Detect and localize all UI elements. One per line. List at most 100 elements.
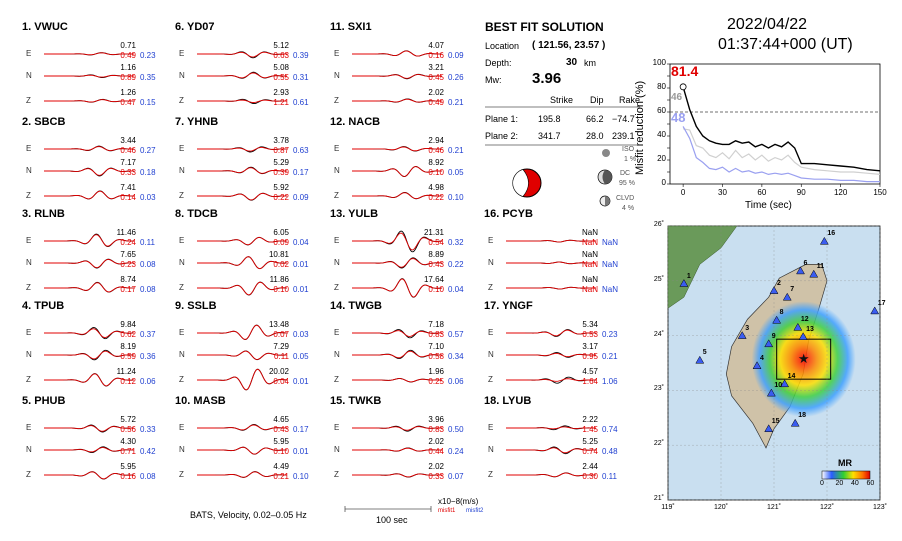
station-number: 5 (702, 349, 707, 357)
misfit1-value: 0.16 (120, 472, 136, 481)
plane1-dip: 66.2 (586, 114, 604, 124)
misfit2-value: 0.15 (140, 98, 156, 107)
event-time: 01:37:44+000 (UT) (718, 36, 853, 53)
synthetic-trace (44, 350, 135, 360)
component-label: E (179, 144, 185, 153)
misfit2-value: 0.10 (448, 193, 464, 202)
station-number: 1 (686, 272, 691, 280)
component-label: Z (488, 283, 493, 292)
misfit2-value: 0.37 (140, 330, 156, 339)
misfit1-value: 0.43 (428, 260, 444, 269)
iso-label: ISO (622, 146, 635, 153)
misfit1-value: 0.46 (428, 146, 444, 155)
amplitude-value: 3.96 (428, 415, 444, 424)
plane1-label: Plane 1: (485, 114, 519, 124)
amplitude-value: 5.29 (273, 158, 289, 167)
misfit1-value: 0.10 (428, 285, 444, 294)
misfit1-value: 0.17 (120, 285, 136, 294)
misfit2-value: 0.11 (140, 238, 155, 247)
annotation-best: 81.4 (671, 63, 699, 79)
misfit-heat-region (751, 301, 856, 418)
station-marker (752, 361, 762, 369)
map-y-tick: 22˚ (653, 440, 664, 448)
misfit1-value: 0.87 (273, 146, 289, 155)
clvd-value: 4 % (622, 205, 635, 212)
amplitude-value: 6.05 (273, 228, 289, 237)
col-strike: Strike (550, 95, 574, 105)
amplitude-value: 5.25 (582, 437, 598, 446)
station-number: 18 (798, 412, 806, 420)
chart-ylabel: Misfit reduction (%) (634, 80, 646, 175)
amplitude-value: 7.29 (273, 342, 289, 351)
station-marker (819, 236, 829, 245)
misfit2-value: NaN (602, 238, 619, 247)
misfit2-value: 0.03 (140, 193, 156, 202)
amplitude-value: 3.17 (582, 342, 598, 351)
map-x-tick: 122˚ (819, 504, 834, 511)
station-marker (782, 292, 792, 301)
colorbar-title: MR (838, 458, 852, 468)
station-marker (695, 355, 705, 364)
component-label: N (179, 71, 185, 80)
amplitude-value: NaN (581, 275, 598, 284)
station-number: 6 (803, 259, 808, 267)
amplitude-value: NaN (581, 228, 598, 237)
component-label: Z (488, 470, 493, 479)
synthetic-trace (197, 237, 288, 246)
synthetic-trace (44, 167, 135, 176)
misfit2-value: 0.06 (448, 377, 464, 386)
misfit1-value: 0.16 (428, 51, 444, 60)
component-label: N (179, 258, 185, 267)
component-label: Z (26, 283, 31, 292)
misfit2-value: 0.18 (140, 168, 156, 177)
amplitude-value: 4.65 (273, 415, 289, 424)
amplitude-value: 8.89 (428, 250, 444, 259)
misfit2-value: 0.10 (293, 472, 309, 481)
misfit1-value: 0.24 (120, 238, 136, 247)
station-marker (809, 269, 819, 278)
misfit2-value: 0.48 (602, 447, 618, 456)
misfit2-value: 0.23 (602, 330, 618, 339)
synthetic-trace (197, 471, 288, 478)
amplitude-value: 17.64 (423, 275, 444, 284)
dc-value: 95 % (619, 180, 635, 187)
station-marker (764, 424, 774, 433)
iso-icon (602, 149, 610, 157)
misfit2-value: NaN (602, 260, 619, 269)
station-number: 10 (774, 382, 783, 390)
misfit2-value: 0.05 (448, 168, 464, 177)
misfit2-value: 0.06 (140, 377, 156, 386)
amplitude-value: 21.31 (423, 228, 444, 237)
misfit2-value: 0.22 (448, 260, 464, 269)
colorbar-tick: 20 (835, 480, 844, 487)
amplitude-value: 4.57 (582, 367, 598, 376)
misfit1-value: 0.22 (428, 193, 444, 202)
clvd-icon-fill (605, 196, 610, 206)
misfit2-value: 0.34 (448, 352, 464, 361)
misfit1-value: 0.58 (428, 352, 444, 361)
synthetic-trace (44, 99, 135, 103)
misfit1-value: 0.02 (273, 260, 289, 269)
misfit2-value: 0.23 (140, 51, 156, 60)
misfit1-value: 0.39 (273, 168, 289, 177)
amplitude-value: 1.96 (428, 367, 444, 376)
series-gray-line (682, 128, 881, 175)
beachball-dilatation (512, 169, 529, 197)
component-label: Z (179, 375, 184, 384)
col-dip: Dip (590, 95, 604, 105)
misfit2-value: 0.74 (602, 425, 618, 434)
map-x-tick: 121˚ (766, 504, 781, 511)
synthetic-trace (44, 425, 135, 432)
synthetic-trace (44, 328, 135, 338)
misfit1-value: 0.49 (428, 98, 444, 107)
misfit1-value: 0.62 (120, 330, 136, 339)
misfit1-value: 0.10 (273, 285, 289, 294)
component-label: Z (179, 470, 184, 479)
amplitude-value: 3.78 (273, 136, 289, 145)
x-tick-label: 120 (833, 188, 848, 197)
misfit2-value: 0.09 (448, 51, 464, 60)
amplitude-value: 8.74 (120, 275, 136, 284)
x-tick-label: 60 (757, 188, 767, 197)
location-label: Location (485, 41, 520, 51)
component-label: E (334, 423, 340, 432)
